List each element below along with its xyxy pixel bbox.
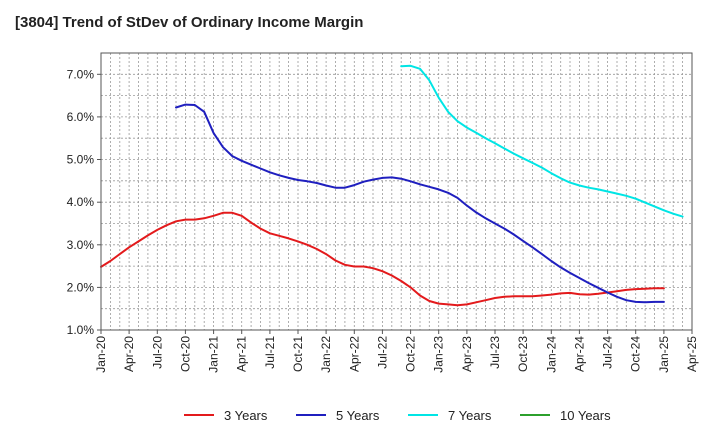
series-line-7-years: [400, 64, 684, 218]
x-tick-label: Oct-21: [291, 336, 305, 372]
plot-background: [101, 53, 692, 330]
y-tick-label: 4.0%: [67, 195, 95, 209]
x-tick-label: Jul-21: [263, 336, 277, 369]
x-tick-label: Apr-24: [572, 336, 586, 372]
y-tick-label: 7.0%: [67, 67, 95, 81]
legend-label-3-years: 3 Years: [224, 408, 268, 423]
x-tick-label: Oct-23: [516, 336, 530, 372]
y-axis-ticks: 1.0% 2.0% 3.0% 4.0% 5.0% 6.0% 7.0%: [67, 67, 101, 337]
plot-frame: [100, 52, 693, 331]
x-tick-label: Apr-21: [235, 336, 249, 372]
x-tick-label: Jan-23: [432, 336, 446, 373]
x-tick-label: Oct-22: [404, 336, 418, 372]
plot-area: [101, 53, 692, 330]
y-tick-label: 5.0%: [67, 153, 95, 167]
series-line-5-years: [175, 103, 665, 304]
y-tick-label: 1.0%: [67, 323, 95, 337]
plot-border: [100, 52, 693, 331]
x-tick-label: Oct-20: [178, 336, 192, 372]
x-tick-label: Apr-25: [685, 336, 699, 372]
series-lines: [100, 64, 684, 307]
legend-label-5-years: 5 Years: [336, 408, 380, 423]
x-tick-label: Jul-24: [601, 336, 615, 369]
series-line-3-years: [100, 211, 665, 307]
x-tick-label: Apr-22: [347, 336, 361, 372]
legend: 3 Years 5 Years 7 Years 10 Years: [184, 408, 611, 423]
x-tick-label: Jan-24: [544, 336, 558, 373]
y-tick-label: 6.0%: [67, 110, 95, 124]
x-axis-ticks: Jan-20 Apr-20 Jul-20 Oct-20 Jan-21 Apr-21 Jul-…: [94, 330, 699, 373]
x-tick-label: Apr-20: [122, 336, 136, 372]
y-tick-label: 3.0%: [67, 238, 95, 252]
x-tick-label: Jul-23: [488, 336, 502, 369]
x-tick-label: Jul-20: [150, 336, 164, 369]
grid-lines: [101, 53, 692, 330]
x-tick-label: Jul-22: [375, 336, 389, 369]
x-tick-label: Oct-24: [629, 336, 643, 372]
legend-label-7-years: 7 Years: [448, 408, 492, 423]
x-tick-label: Jan-25: [657, 336, 671, 373]
chart-title: [3804] Trend of StDev of Ordinary Income…: [15, 14, 364, 31]
legend-label-10-years: 10 Years: [560, 408, 611, 423]
y-tick-label: 2.0%: [67, 280, 95, 294]
x-tick-label: Jan-22: [319, 336, 333, 373]
x-tick-label: Jan-20: [94, 336, 108, 373]
x-tick-label: Jan-21: [207, 336, 221, 373]
x-tick-label: Apr-23: [460, 336, 474, 372]
